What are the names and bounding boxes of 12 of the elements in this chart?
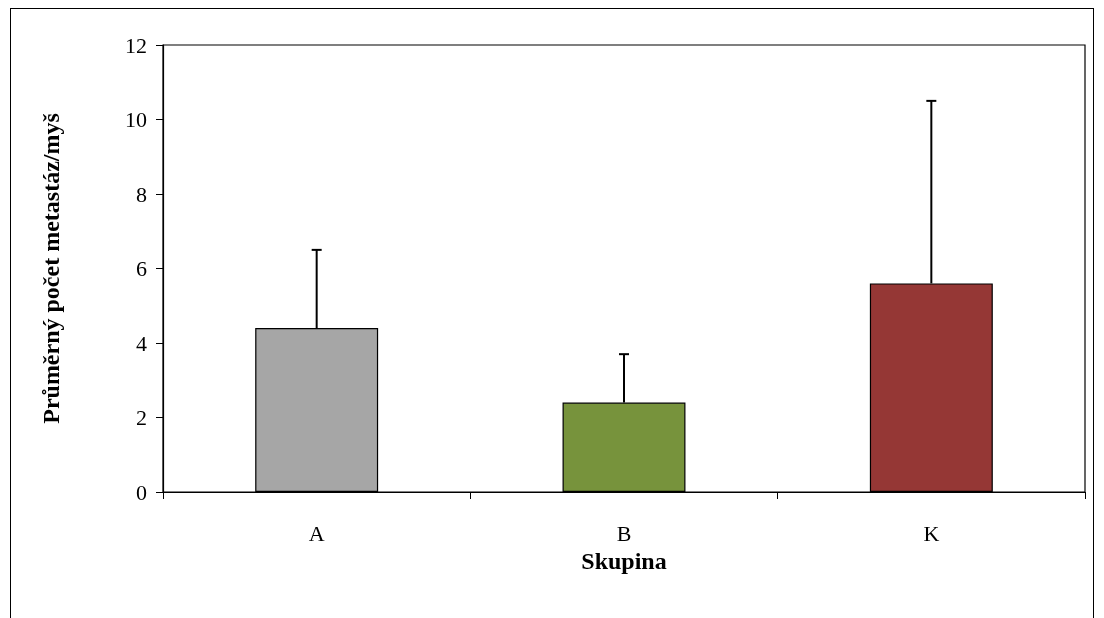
y-tick-label: 12	[125, 32, 147, 58]
y-axis-title: Průměrný počet metastáz/myš	[38, 113, 64, 424]
y-tick-label: 2	[136, 405, 147, 430]
x-tick-label: B	[616, 520, 632, 546]
x-axis-title: Skupina	[581, 547, 667, 574]
y-tick-label: 6	[136, 256, 147, 281]
y-tick-label: 0	[136, 479, 147, 505]
y-tick-label: 4	[136, 330, 147, 356]
y-tick-label: 10	[125, 107, 147, 132]
y-tick-label: 8	[136, 181, 147, 207]
x-tick-label: A	[308, 520, 325, 546]
x-tick-label: K	[923, 520, 940, 546]
